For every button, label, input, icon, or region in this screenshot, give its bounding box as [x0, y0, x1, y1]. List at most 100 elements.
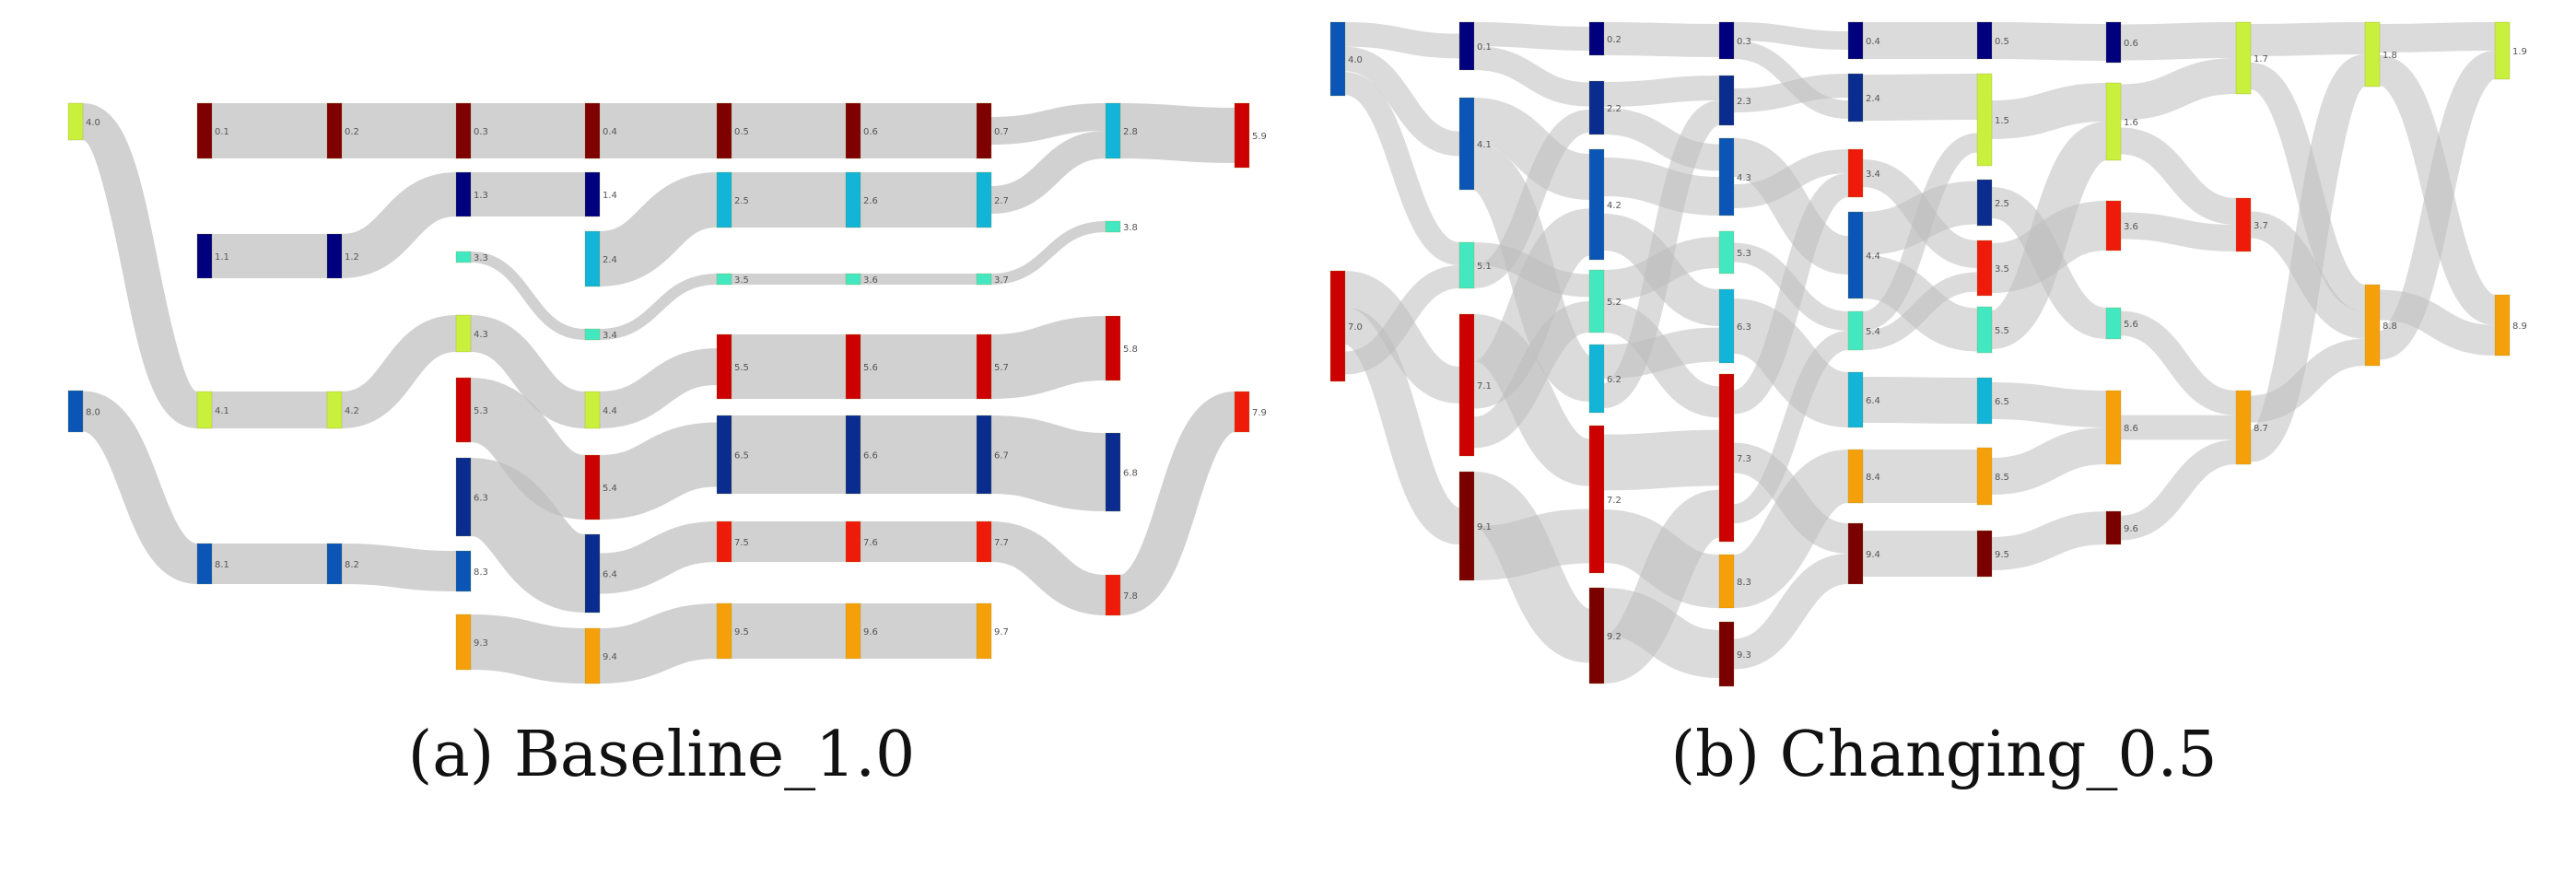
node-label-9.6: 9.6	[2124, 524, 2138, 534]
link-5.5-to-1.6	[1988, 122, 2110, 349]
node-label-8.9: 8.9	[2512, 322, 2527, 332]
link-8.8-to-1.9	[2376, 51, 2499, 360]
node-label-0.5: 0.5	[1995, 37, 2009, 47]
link-6.3-to-6.4	[1731, 298, 1851, 427]
node-9.3	[455, 614, 472, 671]
node-2.7	[976, 171, 992, 228]
node-label-1.9: 1.9	[2512, 47, 2527, 57]
node-2.6	[845, 171, 861, 228]
node-label-4.4: 4.4	[1866, 251, 1880, 262]
node-1.7	[2235, 21, 2252, 95]
node-8.2	[326, 543, 343, 585]
node-label-3.4: 3.4	[603, 331, 617, 341]
link-2.2-to-4.3	[1603, 108, 1720, 171]
node-1.2	[326, 233, 343, 279]
node-label-2.6: 2.6	[863, 196, 878, 206]
link-0.7-to-2.8	[990, 103, 1107, 145]
node-0.7	[976, 102, 992, 159]
node-0.5	[716, 102, 732, 159]
node-3.6	[845, 273, 861, 286]
node-2.5	[716, 171, 732, 228]
link-7.0-to-9.1	[1341, 308, 1463, 544]
node-label-5.5: 5.5	[734, 363, 749, 373]
node-label-8.5: 8.5	[1995, 473, 2009, 483]
node-7.2	[1588, 425, 1605, 574]
node-label-4.4: 4.4	[603, 406, 617, 416]
node-5.3	[455, 377, 472, 443]
link-0.1-to-0.2	[1473, 22, 1590, 51]
node-4.0	[67, 102, 84, 141]
node-3.4	[1847, 148, 1864, 198]
link-7.1-to-4.2	[1470, 208, 1593, 409]
node-label-6.5: 6.5	[1995, 397, 2009, 407]
link-0.6-to-1.7	[2120, 22, 2237, 61]
node-0.4	[584, 102, 601, 159]
link-3.4-to-3.5	[599, 274, 718, 340]
link-6.4-to-7.5	[599, 521, 718, 594]
baseline-links	[78, 102, 1238, 684]
node-3.7	[976, 273, 992, 286]
node-label-5.4: 5.4	[603, 484, 617, 494]
link-4.0-to-4.1	[1343, 46, 1461, 157]
baseline-sankey-panel: 4.0 8.0 0.1 1.1 4.1 8.1 0.2 1.2 4.2 8.2 0.3 1.3 3.3 4…	[67, 102, 1267, 684]
node-label-5.6: 5.6	[863, 363, 878, 373]
node-label-3.6: 3.6	[863, 275, 878, 286]
node-4.1	[196, 391, 213, 429]
link-8.3-to-8.4	[1730, 450, 1852, 608]
link-0.1-to-2.2	[1473, 46, 1590, 107]
node-8.0	[67, 390, 84, 433]
node-1.4	[584, 171, 601, 217]
changing-sankey-panel: 4.0 7.0 0.1 4.1 5.1 7.1 9.1 0.2 2.2 4.2 5.2 6.2 7.2 9…	[1329, 21, 2527, 687]
node-label-9.4: 9.4	[603, 652, 617, 662]
node-label-7.0: 7.0	[1348, 322, 1363, 333]
node-6.3	[1718, 288, 1735, 364]
link-6.7-to-6.8	[990, 415, 1107, 511]
node-9.3	[1718, 621, 1735, 687]
node-label-9.2: 9.2	[1607, 632, 1622, 642]
link-9.4-to-9.5	[599, 603, 718, 684]
node-label-3.5: 3.5	[734, 275, 749, 286]
node-label-0.5: 0.5	[734, 127, 749, 137]
node-0.1	[196, 102, 213, 159]
link-4.2-to-4.3	[340, 315, 458, 428]
link-4.0-to-4.1	[78, 103, 202, 428]
node-3.4	[584, 328, 601, 341]
link-7.0-to-5.1	[1343, 265, 1461, 375]
link-4.1-to-4.2	[1472, 98, 1591, 200]
node-4.4	[1847, 211, 1864, 299]
node-label-8.8: 8.8	[2383, 322, 2397, 332]
link-2.2-to-2.3	[1603, 76, 1720, 107]
node-8.3	[455, 550, 472, 592]
link-1.2-to-1.3	[340, 172, 458, 278]
node-6.4	[1847, 371, 1864, 428]
node-9.6	[845, 602, 861, 660]
node-label-7.9: 7.9	[1252, 408, 1267, 418]
node-label-5.2: 5.2	[1607, 298, 1622, 308]
node-label-8.2: 8.2	[345, 560, 359, 570]
node-7.6	[845, 520, 861, 563]
node-label-6.5: 6.5	[734, 451, 749, 462]
node-label-3.7: 3.7	[994, 275, 1009, 286]
node-label-1.5: 1.5	[1995, 116, 2009, 126]
node-label-0.3: 0.3	[1737, 37, 1751, 47]
node-label-9.6: 9.6	[863, 627, 878, 637]
node-8.3	[1718, 554, 1735, 609]
node-label-6.3: 6.3	[1737, 322, 1751, 333]
node-4.1	[1458, 97, 1475, 191]
node-4.2	[1588, 148, 1605, 261]
node-label-0.1: 0.1	[1477, 42, 1492, 53]
node-label-1.3: 1.3	[474, 191, 488, 201]
node-label-2.7: 2.7	[994, 196, 1009, 206]
node-2.2	[1588, 80, 1605, 135]
node-9.1	[1458, 471, 1475, 581]
node-label-1.1: 1.1	[215, 252, 229, 263]
node-label-5.8: 5.8	[1123, 345, 1138, 355]
link-5.1-to-2.2	[1472, 110, 1591, 288]
node-4.3	[455, 314, 472, 353]
node-7.5	[716, 520, 732, 563]
node-label-9.4: 9.4	[1866, 550, 1880, 560]
link-5.4-to-1.5	[1861, 133, 1979, 331]
link-1.8-to-1.9	[2379, 22, 2496, 53]
node-label-9.3: 9.3	[474, 638, 488, 649]
